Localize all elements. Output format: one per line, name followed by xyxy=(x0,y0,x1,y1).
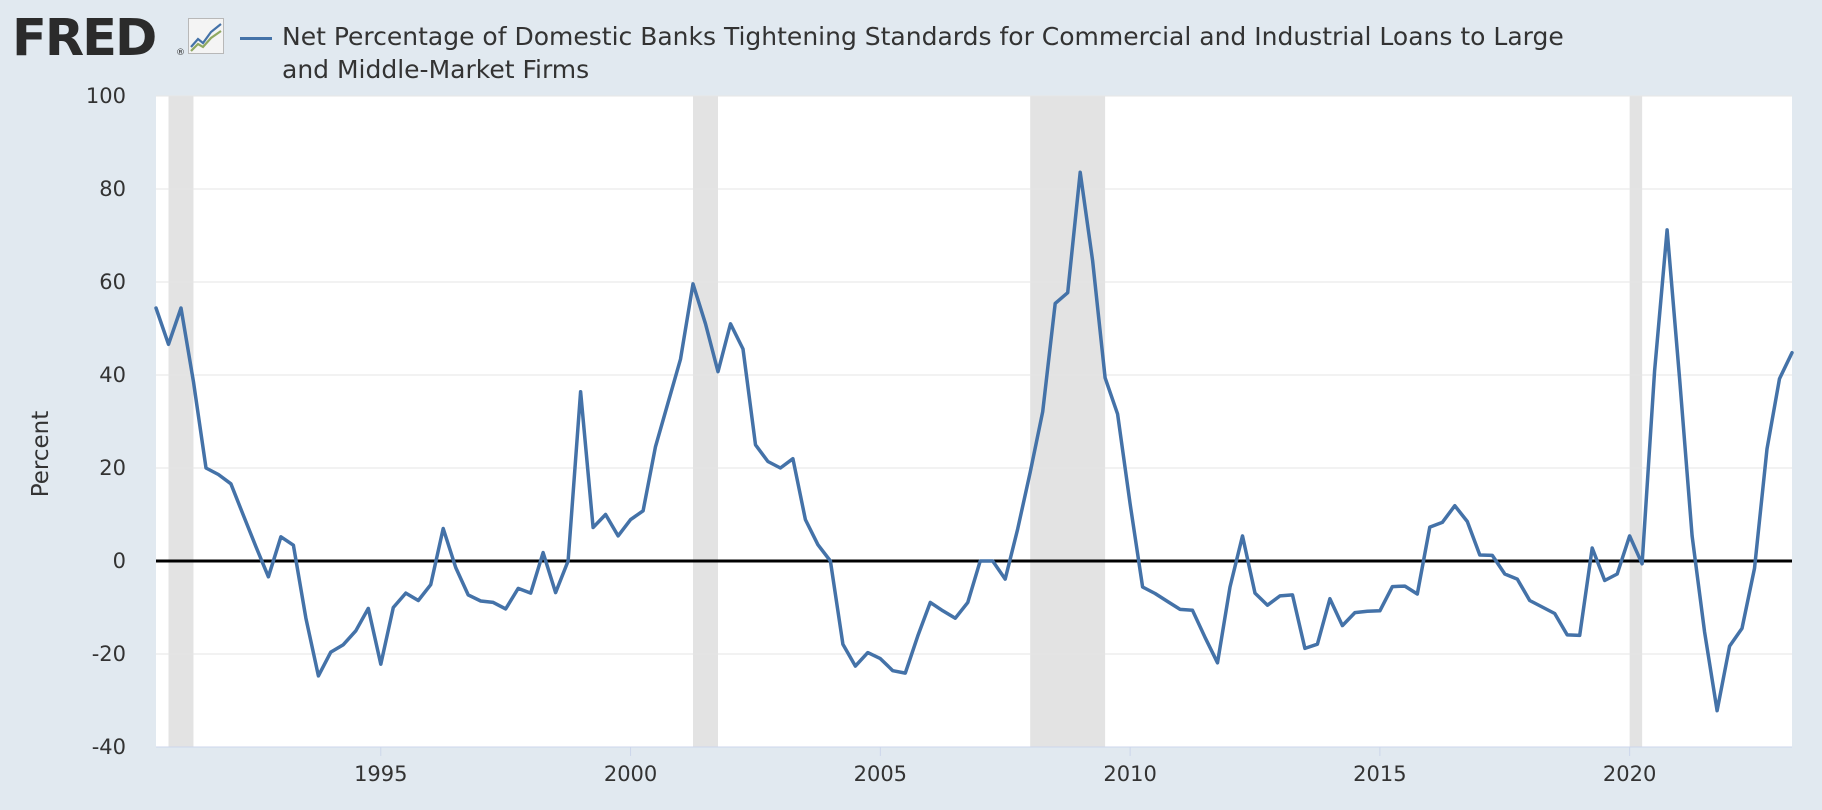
recession-band xyxy=(168,96,194,747)
fred-logo[interactable]: FRED ® xyxy=(12,9,227,68)
chart-header: FRED ® Net Percentage of Domestic Banks … xyxy=(0,0,1822,95)
y-tick-label: 0 xyxy=(113,549,126,573)
y-tick-label: -40 xyxy=(92,735,126,759)
logo-wordmark: FRED xyxy=(12,9,157,68)
x-tick-label: 2005 xyxy=(854,762,907,786)
series-line[interactable] xyxy=(154,170,1794,713)
recession-band xyxy=(1030,96,1106,747)
plot-background xyxy=(156,96,1792,747)
y-tick-label: 80 xyxy=(99,177,126,201)
x-tick-label: 2010 xyxy=(1103,762,1156,786)
registered-mark: ® xyxy=(176,48,185,58)
y-axis-tick-labels: -40 -20 0 20 40 60 80 100 xyxy=(86,84,126,759)
x-axis-tick-labels: 1995 2000 2005 2010 2015 2020 xyxy=(354,747,1656,786)
legend-swatch xyxy=(240,37,272,40)
recession-bands xyxy=(168,96,1643,747)
y-tick-label: 40 xyxy=(99,363,126,387)
x-tick-label: 2015 xyxy=(1353,762,1406,786)
fred-trend-icon xyxy=(188,18,224,54)
x-tick-label: 2020 xyxy=(1603,762,1656,786)
recession-band xyxy=(693,96,718,747)
x-tick-label: 2000 xyxy=(604,762,657,786)
gridlines xyxy=(156,95,1792,748)
y-tick-label: 60 xyxy=(99,270,126,294)
plot-area xyxy=(156,96,1792,747)
x-tick-label: 1995 xyxy=(354,762,407,786)
recession-band xyxy=(1629,96,1643,747)
y-tick-label: 20 xyxy=(99,456,126,480)
y-tick-label: 100 xyxy=(86,84,126,108)
y-tick-label: -20 xyxy=(92,642,126,666)
legend-label: Net Percentage of Domestic Banks Tighten… xyxy=(282,22,1564,84)
y-axis-title: Percent xyxy=(28,411,54,498)
series-lines xyxy=(154,170,1794,713)
